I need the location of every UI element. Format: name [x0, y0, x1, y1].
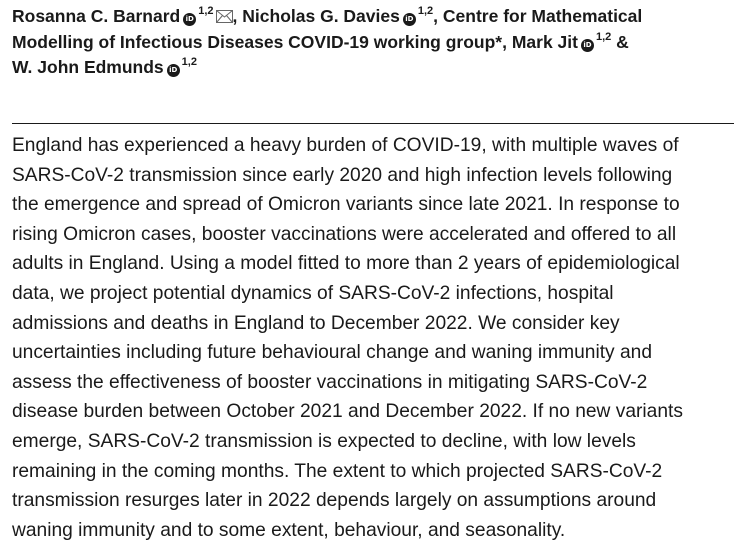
affiliation-marker[interactable]: 1,2	[595, 31, 612, 43]
abstract-line: adults in England. Using a model fitted …	[12, 253, 680, 275]
orcid-icon[interactable]: iD	[166, 64, 180, 77]
abstract-line: SARS-CoV-2 transmission since early 2020…	[12, 164, 673, 186]
separator: ,	[232, 6, 238, 26]
abstract-line: assess the effectiveness of booster vacc…	[12, 371, 648, 393]
orcid-icon[interactable]: iD	[402, 13, 416, 26]
affiliation-marker[interactable]: 1,2	[198, 5, 214, 17]
abstract-line: England has experienced a heavy burden o…	[12, 135, 679, 156]
abstract-line: remaining in the coming months. The exte…	[12, 460, 663, 482]
abstract-line: data, we project potential dynamics of S…	[12, 282, 614, 304]
section-divider	[12, 123, 734, 124]
abstract-line: uncertainties including future behaviour…	[12, 342, 652, 364]
abstract-line: the emergence and spread of Omicron vari…	[12, 194, 680, 216]
author-name[interactable]: W. John Edmunds	[12, 57, 164, 77]
author-name[interactable]: Mark Jit	[511, 32, 578, 52]
abstract-line: emerge, SARS-CoV-2 transmission is expec…	[12, 430, 636, 452]
envelope-icon[interactable]	[215, 5, 233, 30]
abstract: England has experienced a heavy burden o…	[12, 131, 740, 545]
abstract-line: waning immunity and to some extent, beha…	[12, 519, 566, 541]
orcid-icon[interactable]: iD	[580, 39, 594, 52]
consortium-name-part2[interactable]: Modelling of Infectious Diseases COVID-1…	[12, 32, 503, 52]
orcid-icon[interactable]: iD	[183, 13, 197, 26]
abstract-line: transmission resurges later in 2022 depe…	[12, 490, 657, 512]
author-list: Rosanna C. Barnard iD1,2, Nicholas G. Dav…	[12, 4, 734, 80]
abstract-line: rising Omicron cases, booster vaccinatio…	[12, 223, 677, 245]
separator: ,	[502, 32, 507, 52]
affiliation-marker[interactable]: 1,2	[181, 56, 197, 68]
author-name[interactable]: Rosanna C. Barnard	[12, 6, 181, 26]
ampersand: &	[616, 32, 629, 52]
separator: ,	[433, 6, 439, 26]
affiliation-marker[interactable]: 1,2	[417, 5, 434, 17]
abstract-line: disease burden between October 2021 and …	[12, 401, 683, 423]
author-name[interactable]: Nicholas G. Davies	[242, 6, 400, 26]
consortium-name-part1[interactable]: Centre for Mathematical	[442, 6, 643, 26]
abstract-line: admissions and deaths in England to Dece…	[12, 312, 620, 334]
